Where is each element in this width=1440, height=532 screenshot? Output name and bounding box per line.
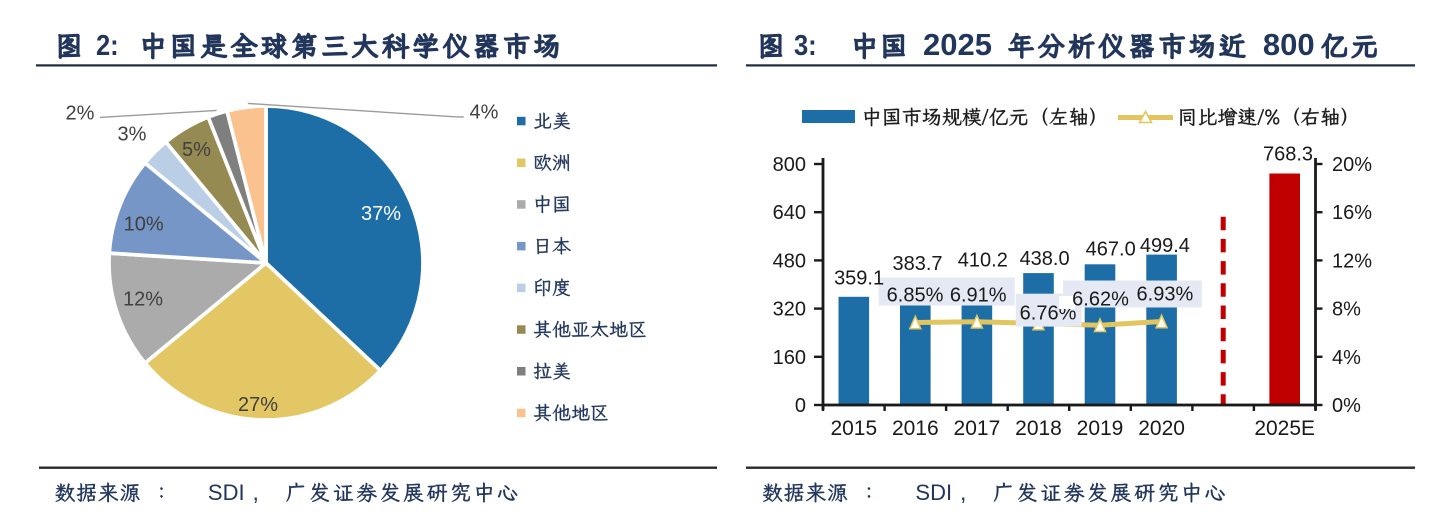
svg-text:SDI: SDI [915, 480, 952, 505]
svg-text:438.0: 438.0 [1020, 248, 1070, 270]
svg-text:160: 160 [773, 347, 806, 369]
svg-text:20%: 20% [1332, 154, 1372, 176]
svg-text:410.2: 410.2 [958, 250, 1008, 272]
svg-text:0: 0 [795, 395, 806, 417]
svg-text:480: 480 [773, 250, 806, 272]
svg-text:,: , [253, 479, 259, 505]
svg-text:10%: 10% [124, 214, 164, 236]
svg-text:800: 800 [1263, 27, 1315, 62]
svg-text:6.91%: 6.91% [950, 285, 1007, 307]
svg-text:16%: 16% [1332, 202, 1372, 224]
svg-text:800: 800 [773, 154, 806, 176]
svg-text:27%: 27% [238, 394, 278, 416]
svg-text:4%: 4% [470, 102, 499, 124]
svg-text:SDI: SDI [208, 480, 245, 505]
svg-text:2025E: 2025E [1254, 417, 1315, 440]
svg-text:6.93%: 6.93% [1137, 284, 1194, 306]
svg-text:0%: 0% [1332, 395, 1361, 417]
svg-text:2020: 2020 [1138, 417, 1185, 440]
svg-text:,: , [960, 479, 966, 505]
svg-text:6.85%: 6.85% [887, 285, 944, 307]
svg-text:3:: 3: [794, 28, 817, 61]
svg-text:2018: 2018 [1015, 417, 1062, 440]
svg-text:6.62%: 6.62% [1072, 288, 1129, 310]
svg-text:8%: 8% [1332, 299, 1361, 321]
svg-text:2%: 2% [66, 103, 95, 125]
svg-text:640: 640 [773, 202, 806, 224]
svg-text:12%: 12% [123, 289, 163, 311]
svg-text:499.4: 499.4 [1140, 235, 1190, 257]
svg-text:2:: 2: [96, 28, 119, 61]
svg-text:37%: 37% [361, 203, 401, 225]
svg-text:2015: 2015 [830, 417, 877, 440]
svg-text:3%: 3% [118, 124, 147, 146]
svg-text:383.7: 383.7 [892, 253, 942, 275]
svg-text:4%: 4% [1332, 347, 1361, 369]
svg-text:359.1: 359.1 [834, 268, 884, 290]
svg-text:2025: 2025 [923, 27, 992, 62]
svg-text:768.3: 768.3 [1263, 144, 1313, 166]
svg-text:2019: 2019 [1077, 417, 1124, 440]
svg-text:5%: 5% [182, 139, 211, 161]
svg-text:320: 320 [773, 299, 806, 321]
svg-text:12%: 12% [1332, 250, 1372, 272]
svg-text:467.0: 467.0 [1086, 238, 1136, 260]
svg-text:2017: 2017 [954, 417, 1001, 440]
svg-text:2016: 2016 [892, 417, 939, 440]
